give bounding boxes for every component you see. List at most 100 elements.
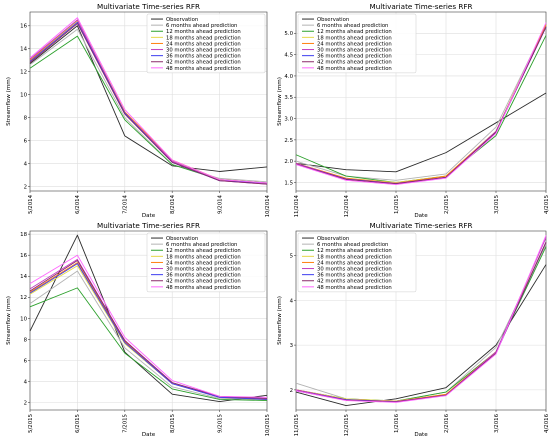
- y-tick-label: 1.5: [284, 180, 293, 186]
- y-tick-label: 4: [290, 298, 294, 304]
- series-line-1: [295, 92, 547, 173]
- legend-entry: 24 months ahead prediction: [317, 260, 392, 266]
- x-tick-label: 9/2014: [217, 194, 223, 214]
- x-tick-label: 8/2015: [170, 414, 176, 433]
- legend-entry: Observation: [166, 236, 198, 242]
- legend-box: [146, 13, 266, 74]
- legend-entry: 6 months ahead prediction: [317, 242, 388, 248]
- y-tick-label: 3.0: [284, 116, 293, 122]
- y-tick-label: 4: [24, 379, 28, 385]
- y-tick-label: 8: [24, 337, 28, 343]
- legend-entry: 48 months ahead prediction: [317, 285, 392, 291]
- x-axis-label: Date: [142, 432, 156, 438]
- series-line-7: [29, 263, 268, 400]
- y-tick-label: 4.5: [284, 53, 293, 59]
- legend-entry: 36 months ahead prediction: [317, 273, 392, 279]
- x-tick-label: 1/2016: [394, 413, 400, 433]
- y-tick-label: 6: [24, 358, 28, 364]
- legend-entry: 30 months ahead prediction: [166, 47, 241, 53]
- legend-entry: 6 months ahead prediction: [166, 23, 237, 29]
- legend-entry: 36 months ahead prediction: [166, 273, 241, 279]
- y-tick-label: 10: [20, 316, 27, 322]
- y-tick-label: 2.0: [284, 159, 293, 165]
- y-tick-label: 12: [20, 295, 27, 301]
- x-tick-label: 10/2014: [265, 194, 271, 217]
- y-tick-label: 2: [290, 388, 293, 394]
- chart-title: Multivariate Time-series RFR: [97, 221, 200, 230]
- x-tick-label: 6/2015: [75, 414, 81, 433]
- series-line-2: [29, 28, 268, 183]
- y-tick-label: 16: [20, 24, 27, 30]
- y-tick-label: 8: [24, 115, 28, 121]
- y-tick-label: 16: [20, 253, 27, 259]
- legend-entry: 42 months ahead prediction: [317, 279, 392, 285]
- y-axis-label: Streamflow (mm): [6, 296, 12, 345]
- y-tick-label: 2: [24, 401, 27, 407]
- x-tick-label: 7/2015: [123, 414, 129, 433]
- legend-entry: 42 months ahead prediction: [317, 60, 392, 66]
- y-tick-label: 14: [20, 47, 27, 53]
- series-line-2: [295, 24, 547, 181]
- x-tick-label: 12/2014: [344, 194, 350, 217]
- plot-frame: [295, 230, 547, 411]
- x-tick-label: 4/2016: [544, 413, 550, 433]
- legend-entry: 36 months ahead prediction: [317, 54, 392, 60]
- legend-entry: 36 months ahead prediction: [166, 54, 241, 60]
- legend-entry: 12 months ahead prediction: [166, 29, 241, 35]
- series-lines: [295, 235, 547, 406]
- chart-panel-4: Multivariate Time-series RFR 2 3 4 5 11/2015 1…: [277, 221, 550, 438]
- x-tick-label: 8/2014: [170, 194, 176, 214]
- legend-entry: 18 months ahead prediction: [317, 35, 392, 41]
- x-tick-label: 10/2015: [265, 414, 271, 436]
- series-lines: [29, 17, 268, 185]
- series-line-2: [29, 270, 268, 400]
- y-tick-label: 3: [290, 343, 293, 349]
- x-tick-label: 6/2014: [75, 194, 81, 214]
- x-axis-label: Date: [414, 213, 428, 219]
- legend-entry: 48 months ahead prediction: [317, 66, 392, 72]
- chart-panel-1: Multivariate Time-series RFR 2 4 6 8 10 12 14 16…: [6, 2, 271, 219]
- x-tick-label: 2/2016: [444, 413, 450, 433]
- legend-entry: 24 months ahead prediction: [317, 41, 392, 47]
- chart-title: Multivariate Time-series RFR: [370, 221, 473, 230]
- series-line-9: [29, 17, 268, 184]
- legend-entry: 12 months ahead prediction: [317, 248, 392, 254]
- legend-box: [146, 232, 266, 293]
- x-tick-label: 11/2014: [294, 194, 300, 217]
- series-line-1: [29, 25, 268, 172]
- y-tick-label: 4.0: [284, 74, 293, 80]
- legend-entry: 30 months ahead prediction: [317, 47, 392, 53]
- chart-title: Multivariate Time-series RFR: [370, 2, 473, 11]
- x-tick-label: 1/2015: [394, 195, 400, 214]
- x-tick-label: 5/2014: [28, 194, 34, 214]
- legend-entry: 12 months ahead prediction: [317, 29, 392, 35]
- series-line-3: [29, 287, 268, 401]
- y-tick-label: 5: [290, 254, 293, 260]
- legend-entry: 42 months ahead prediction: [166, 60, 241, 66]
- y-axis-label: Streamflow (mm): [6, 77, 12, 126]
- legend-entry: 48 months ahead prediction: [166, 285, 241, 291]
- chart-panel-3: Multivariate Time-series RFR 2 4 6 8 10 12 14 16…: [6, 221, 271, 438]
- y-tick-label: 14: [20, 274, 27, 280]
- series-lines: [29, 234, 268, 403]
- series-line-9: [295, 235, 547, 403]
- plot-frame: [295, 11, 547, 192]
- x-tick-label: 9/2015: [217, 414, 223, 433]
- legend-entry: 6 months ahead prediction: [317, 23, 388, 29]
- x-tick-label: 5/2015: [28, 414, 34, 433]
- legend-entry: 48 months ahead prediction: [166, 66, 241, 72]
- legend-entry: 18 months ahead prediction: [166, 254, 241, 260]
- y-tick-label: 3.5: [284, 95, 293, 101]
- y-tick-label: 12: [20, 70, 27, 76]
- legend-entry: 24 months ahead prediction: [166, 41, 241, 47]
- y-tick-label: 10: [20, 93, 27, 99]
- plot-frame: [29, 230, 268, 411]
- legend-box: [297, 13, 417, 74]
- legend-entry: 18 months ahead prediction: [317, 254, 392, 260]
- y-tick-label: 18: [20, 232, 27, 238]
- y-tick-label: 2.5: [284, 138, 293, 144]
- series-line-1: [29, 234, 268, 403]
- y-tick-label: 6: [24, 138, 28, 144]
